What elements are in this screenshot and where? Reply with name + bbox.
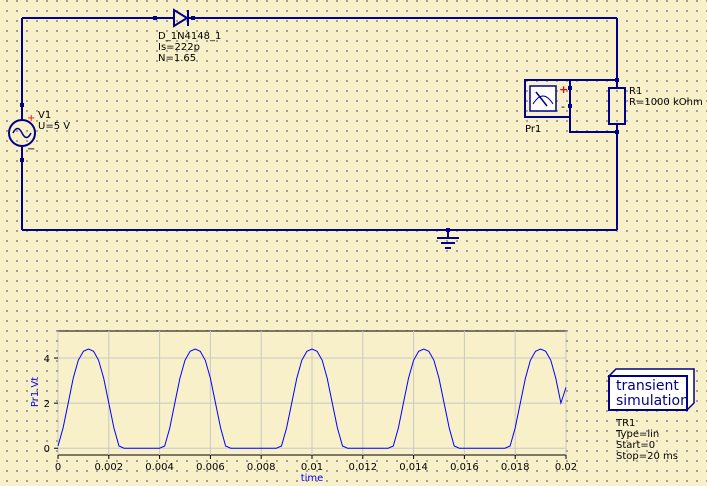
meter-needle	[535, 91, 548, 107]
x-tick-label: 0.018	[501, 462, 530, 473]
source-name: V1	[38, 110, 51, 121]
x-axis-label: time	[301, 473, 324, 484]
x-tick-label: 0.008	[247, 462, 276, 473]
sim-title-line1: transient	[616, 378, 679, 394]
ground-icon[interactable]	[437, 237, 459, 249]
transient-diagram[interactable]: 0 0.002 0.004 0.006 0.008 0.01 0.012 0.014 0.016…	[30, 330, 578, 484]
transient-simulation-block[interactable]: transient simulation	[607, 368, 695, 412]
source-pins	[20, 103, 24, 162]
sim-start: Start=0	[616, 440, 655, 451]
sim-name: TR1	[615, 418, 635, 429]
series-line	[57, 348, 567, 449]
probe-name: Pr1	[525, 124, 541, 135]
x-tick-label: 0.002	[94, 462, 123, 473]
x-tick-label: 0.01	[301, 462, 323, 473]
diagram-ticks: 0 0.002 0.004 0.006 0.008 0.01 0.012 0.014 0.016…	[44, 354, 578, 473]
diode-symbol[interactable]	[155, 8, 193, 28]
x-tick-label: 0.006	[196, 462, 225, 473]
resistor-pins	[615, 78, 619, 134]
x-tick-label: 0.02	[555, 462, 577, 473]
sine-wave-icon	[12, 127, 32, 139]
probe-body	[524, 79, 571, 118]
x-tick-label: 0	[55, 462, 61, 473]
x-tick-label: 0.012	[348, 462, 377, 473]
x-tick-label: 0.014	[399, 462, 428, 473]
diode-param-is: Is=222p	[158, 42, 200, 53]
resistor-value: R=1000 kOhm	[629, 97, 703, 108]
probe-pins	[568, 86, 572, 108]
voltage-probe[interactable]	[524, 79, 571, 118]
meter-icon	[529, 85, 557, 112]
x-tick-label: 0.016	[450, 462, 479, 473]
meter-arc	[532, 95, 554, 105]
resistor-body	[608, 87, 626, 125]
source-value: U=5 V	[38, 121, 70, 132]
y-axis-label: Pr1.Vt	[30, 377, 41, 407]
diode-pins	[153, 16, 195, 20]
wires	[21, 17, 618, 237]
resistor-name: R1	[629, 86, 642, 97]
voltage-source[interactable]	[8, 105, 36, 160]
sim-stop: Stop=20 ms	[616, 451, 678, 462]
probe-minus-sign: -	[561, 100, 565, 113]
probe-plus-sign: +	[559, 83, 568, 96]
sim-type: Type=lin	[615, 429, 659, 440]
y-tick-label: 4	[44, 354, 50, 365]
sim-title-line2: simulation	[616, 393, 689, 409]
ground-pin	[446, 228, 450, 232]
source-minus-sign: −	[27, 144, 35, 155]
diode-param-n: N=1.65	[158, 53, 196, 64]
y-tick-label: 0	[44, 444, 50, 455]
x-tick-label: 0.004	[145, 462, 174, 473]
y-tick-label: 2	[44, 399, 50, 410]
source-plus-sign: +	[27, 113, 35, 124]
wire-probe-plus[interactable]	[569, 79, 617, 88]
sim-block-face	[608, 375, 688, 411]
resistor[interactable]	[608, 80, 626, 132]
diode-triangle	[173, 8, 189, 28]
diode-name: D_1N4148_1	[158, 31, 221, 42]
